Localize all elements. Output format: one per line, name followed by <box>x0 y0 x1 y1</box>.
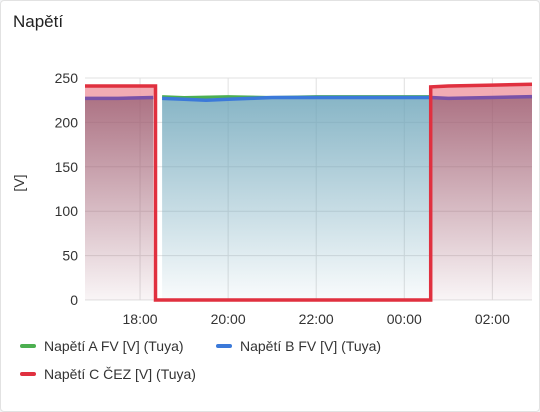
x-axis-ticks: 18:00 20:00 22:00 00:00 02:00 <box>123 311 511 327</box>
series-c-band-left <box>85 86 156 99</box>
series-c-line[interactable] <box>85 82 533 302</box>
legend-item-series-b[interactable]: Napětí B FV [V] (Tuya) <box>216 338 381 354</box>
y-tick-label: 100 <box>55 203 79 219</box>
card-title: Napětí <box>13 12 64 31</box>
legend-item-series-a[interactable]: Napětí A FV [V] (Tuya) <box>20 338 184 354</box>
chart-areas <box>85 84 532 300</box>
series-b-area-left <box>85 97 154 300</box>
y-axis-ticks: 0 50 100 150 200 250 <box>55 70 79 308</box>
chart-lines <box>85 82 533 302</box>
y-tick-label: 200 <box>55 114 79 130</box>
legend-swatch-b <box>216 344 232 349</box>
series-b-line-left[interactable] <box>85 95 154 101</box>
legend-label-b: Napětí B FV [V] (Tuya) <box>240 338 382 354</box>
x-tick-label: 02:00 <box>475 311 510 327</box>
x-tick-label: 20:00 <box>211 311 246 327</box>
series-c-band-right <box>430 84 532 99</box>
series-b-area-right <box>430 96 532 300</box>
legend-swatch-c <box>20 372 36 377</box>
series-b-area <box>162 97 431 300</box>
x-tick-label: 18:00 <box>123 311 158 327</box>
x-tick-label: 00:00 <box>387 311 422 327</box>
legend-label-a: Napětí A FV [V] (Tuya) <box>44 338 184 354</box>
legend-item-series-c[interactable]: Napětí C ČEZ [V] (Tuya) <box>20 366 196 382</box>
y-tick-label: 250 <box>55 70 79 86</box>
legend-label-c: Napětí C ČEZ [V] (Tuya) <box>44 366 196 382</box>
x-tick-label: 22:00 <box>299 311 334 327</box>
y-tick-label: 0 <box>70 292 78 308</box>
legend-swatch-a <box>20 344 36 349</box>
y-tick-label: 150 <box>55 159 79 175</box>
series-b-line[interactable] <box>162 95 431 102</box>
series-b-line-right[interactable] <box>430 94 533 101</box>
y-axis-label: [V] <box>11 174 27 191</box>
y-tick-label: 50 <box>62 248 78 264</box>
